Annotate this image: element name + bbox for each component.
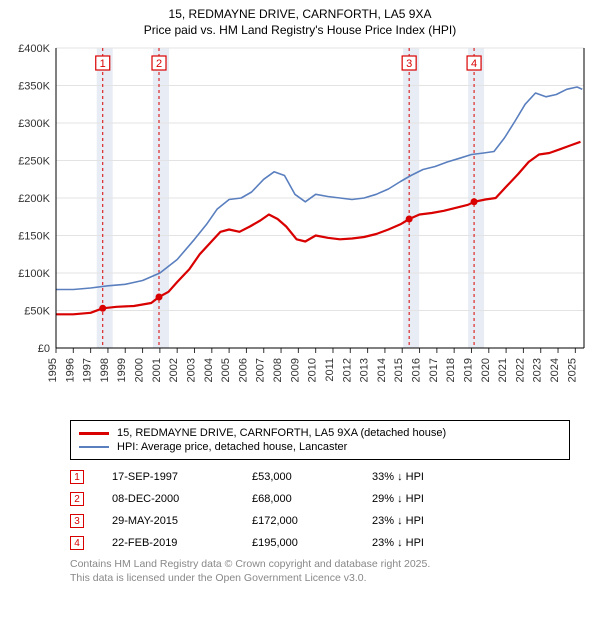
sale-marker: 3 [70,514,84,528]
sale-price: £195,000 [252,537,372,549]
svg-text:4: 4 [471,58,477,70]
sale-date: 29-MAY-2015 [112,515,252,527]
svg-text:1999: 1999 [116,358,128,382]
svg-text:1998: 1998 [99,358,111,382]
legend: 15, REDMAYNE DRIVE, CARNFORTH, LA5 9XA (… [70,420,570,460]
sale-pct: 29% ↓ HPI [372,493,502,505]
svg-text:2008: 2008 [272,358,284,382]
attribution: Contains HM Land Registry data © Crown c… [70,558,570,585]
svg-text:2013: 2013 [359,358,371,382]
svg-text:2007: 2007 [255,358,267,382]
svg-text:2011: 2011 [324,358,336,382]
svg-text:2010: 2010 [307,358,319,382]
svg-text:2012: 2012 [341,358,353,382]
svg-text:2000: 2000 [134,358,146,382]
sale-date: 22-FEB-2019 [112,537,252,549]
sale-marker: 1 [70,470,84,484]
svg-text:2023: 2023 [532,358,544,382]
svg-text:2003: 2003 [185,358,197,382]
svg-text:£200K: £200K [18,193,50,205]
svg-text:2015: 2015 [393,358,405,382]
svg-text:£300K: £300K [18,118,50,130]
svg-text:£400K: £400K [18,43,50,55]
sale-marker: 4 [70,536,84,550]
svg-text:3: 3 [406,58,412,70]
svg-text:£0: £0 [38,343,50,355]
svg-text:2024: 2024 [549,358,561,382]
svg-text:2025: 2025 [566,358,578,382]
svg-text:1996: 1996 [64,358,76,382]
svg-text:2018: 2018 [445,358,457,382]
svg-text:2004: 2004 [203,358,215,382]
sale-price: £172,000 [252,515,372,527]
chart-title: 15, REDMAYNE DRIVE, CARNFORTH, LA5 9XA P… [10,6,590,38]
svg-text:2001: 2001 [151,358,163,382]
svg-text:2009: 2009 [289,358,301,382]
legend-swatch [79,446,109,448]
svg-text:2019: 2019 [462,358,474,382]
svg-text:2021: 2021 [497,358,509,382]
svg-text:£150K: £150K [18,231,50,243]
legend-label: HPI: Average price, detached house, Lanc… [117,441,347,453]
table-row: 3 29-MAY-2015£172,00023% ↓ HPI [70,510,570,532]
svg-text:2016: 2016 [411,358,423,382]
sale-date: 17-SEP-1997 [112,471,252,483]
title-subtitle: Price paid vs. HM Land Registry's House … [10,22,590,38]
svg-text:2014: 2014 [376,358,388,382]
sales-table: 1 17-SEP-1997£53,00033% ↓ HPI 2 08-DEC-2000… [70,466,570,554]
svg-text:2020: 2020 [480,358,492,382]
sale-pct: 23% ↓ HPI [372,515,502,527]
chart: £0 £50K £100K £150K £200K £250K £300K £350K £400… [10,42,590,412]
table-row: 1 17-SEP-1997£53,00033% ↓ HPI [70,466,570,488]
sale-price: £53,000 [252,471,372,483]
svg-text:2: 2 [156,58,162,70]
sale-pct: 33% ↓ HPI [372,471,502,483]
legend-item: HPI: Average price, detached house, Lanc… [79,441,561,453]
svg-text:2017: 2017 [428,358,440,382]
svg-text:2005: 2005 [220,358,232,382]
sale-price: £68,000 [252,493,372,505]
sale-date: 08-DEC-2000 [112,493,252,505]
svg-text:£50K: £50K [24,306,50,318]
table-row: 4 22-FEB-2019£195,00023% ↓ HPI [70,532,570,554]
legend-label: 15, REDMAYNE DRIVE, CARNFORTH, LA5 9XA (… [117,427,446,439]
svg-text:1: 1 [100,58,106,70]
sale-marker: 2 [70,492,84,506]
svg-text:2002: 2002 [168,358,180,382]
svg-text:2006: 2006 [237,358,249,382]
svg-text:£350K: £350K [18,81,50,93]
svg-text:1997: 1997 [82,358,94,382]
sale-pct: 23% ↓ HPI [372,537,502,549]
svg-text:2022: 2022 [514,358,526,382]
svg-text:£100K: £100K [18,268,50,280]
legend-item: 15, REDMAYNE DRIVE, CARNFORTH, LA5 9XA (… [79,427,561,439]
legend-swatch [79,432,109,435]
title-address: 15, REDMAYNE DRIVE, CARNFORTH, LA5 9XA [10,6,590,22]
table-row: 2 08-DEC-2000£68,00029% ↓ HPI [70,488,570,510]
svg-text:£250K: £250K [18,156,50,168]
attribution-line2: This data is licensed under the Open Gov… [70,572,570,586]
svg-text:1995: 1995 [47,358,59,382]
attribution-line1: Contains HM Land Registry data © Crown c… [70,558,570,572]
